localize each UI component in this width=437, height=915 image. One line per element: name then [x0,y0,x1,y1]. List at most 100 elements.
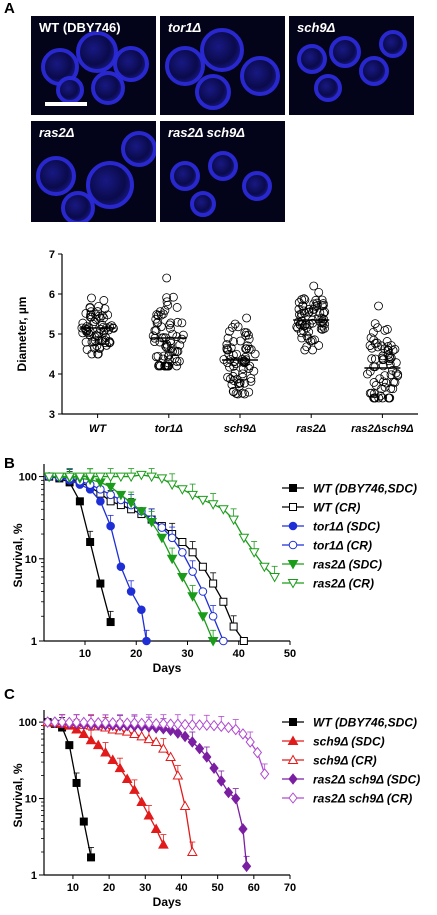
data-point [165,320,174,330]
data-point [172,303,182,312]
x-tick-label: ras2Δsch9Δ [351,423,413,435]
data-point [229,622,238,631]
data-point [298,301,308,311]
data-point [125,498,137,509]
data-point [93,307,103,316]
data-point [313,314,323,324]
data-point [129,784,140,794]
data-point [177,485,188,495]
data-point [78,728,90,738]
data-point [158,743,169,753]
legend-label: ras2Δ sch9Δ (CR) [313,792,412,806]
legend-marker [287,754,299,764]
data-point [242,313,251,323]
data-point [314,287,324,297]
data-point [381,378,391,388]
data-point [146,472,157,483]
data-point [383,345,393,355]
data-point [378,351,388,361]
data-point [173,317,182,327]
data-point [238,823,248,835]
data-point [380,326,390,335]
data-point [303,333,313,343]
legend-label: sch9Δ (SDC) [313,735,385,749]
data-point [252,746,263,759]
data-point [97,336,107,346]
data-point [100,716,111,729]
data-point [223,786,234,799]
data-point [219,636,228,646]
panel-b-letter: B [4,455,15,472]
data-point [142,636,151,646]
data-point [219,597,228,606]
data-point [386,370,396,380]
data-point [137,717,147,730]
data-point [99,326,109,336]
data-point [136,796,148,807]
data-point [177,334,187,344]
data-point [82,345,92,354]
data-point [320,323,329,333]
diameter-scatter-chart: 3 4 5 6 7 Diameter, µm WT tor1Δ sch9Δ ras2Δ ras2Δs… [15,249,418,435]
legend-label: tor1Δ (SDC) [313,520,380,534]
data-point [146,518,157,528]
data-point [89,317,99,327]
x-tick-label: 20 [130,648,142,660]
data-point [209,719,219,732]
x-tick-label: sch9Δ [224,423,256,435]
data-point [225,374,235,384]
data-point [198,562,207,571]
data-point [43,472,55,483]
data-point [150,823,162,833]
data-point [115,717,125,729]
data-point [391,368,401,378]
data-point [137,605,146,615]
data-point [244,344,254,354]
x-tick-label: 20 [103,882,115,894]
data-point [317,295,327,305]
data-point [370,393,380,403]
legend-marker [287,579,299,589]
data-point [218,505,229,515]
data-point [296,328,306,338]
y-tick-label: 100 [19,472,37,484]
data-point [216,720,226,733]
data-point [99,313,109,323]
data-point [153,351,163,361]
y-tick-label: 4 [49,369,56,381]
data-point [178,330,188,340]
y-tick-label: 5 [49,329,55,341]
data-point [163,300,173,310]
data-point [235,336,245,346]
data-point [384,393,394,403]
data-point [377,384,386,394]
data-point [374,301,383,311]
micrograph-label: ras2Δ sch9Δ [168,125,245,140]
data-point [369,335,379,345]
data-point [54,472,65,483]
data-point [74,472,86,483]
data-point [244,334,254,344]
data-point [259,562,270,573]
x-tick-label: 10 [67,882,79,894]
data-point [242,328,251,338]
data-point [194,742,205,755]
data-point [238,372,248,382]
data-point [156,533,168,544]
data-point [202,719,212,732]
data-point [86,538,95,547]
data-point [187,490,198,501]
data-point [122,717,132,729]
x-tick-label: 60 [248,882,260,894]
data-point [71,716,82,729]
data-point [307,335,317,345]
data-point [246,376,256,386]
data-point [317,301,327,311]
data-point [178,547,187,557]
data-point [172,770,184,780]
data-point [366,333,376,343]
data-point [92,341,102,351]
data-point [87,349,97,359]
legend-label: ras2Δ sch9Δ (SDC) [313,773,420,787]
data-point [233,379,243,389]
